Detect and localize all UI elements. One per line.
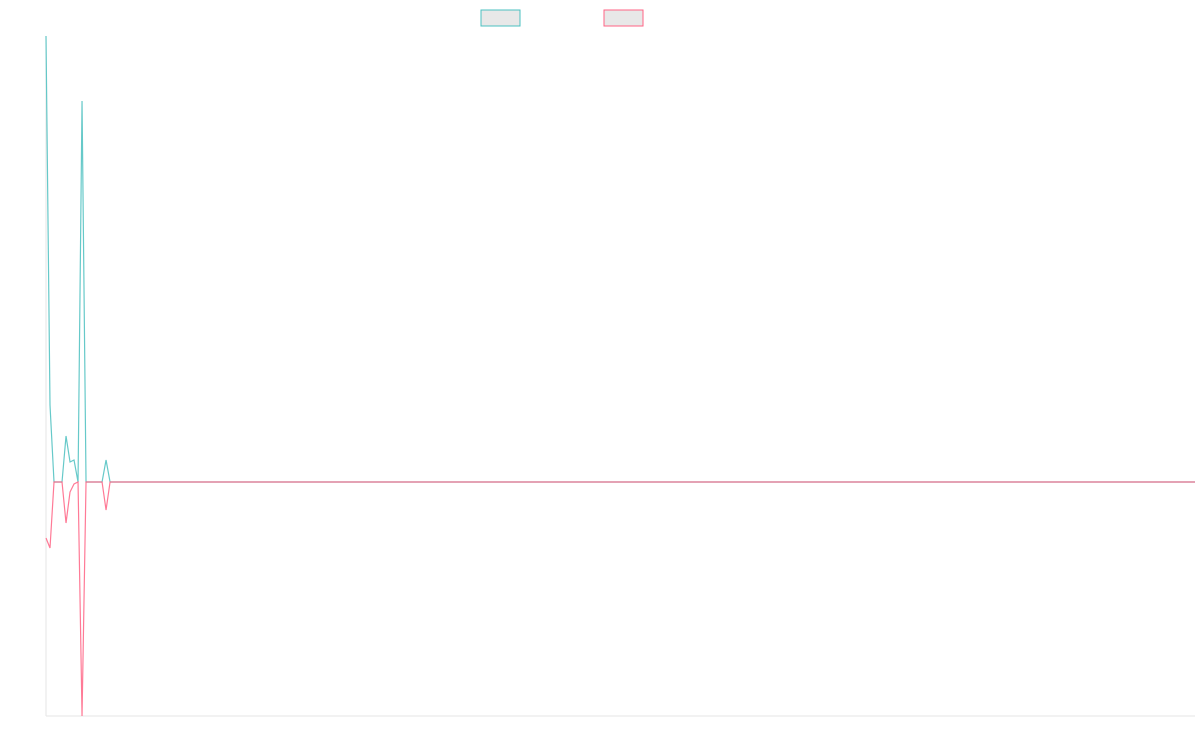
series-line	[45, 35, 1195, 483]
legend-swatch	[480, 9, 521, 27]
series-line	[45, 481, 1195, 717]
legend-swatch	[603, 9, 644, 27]
